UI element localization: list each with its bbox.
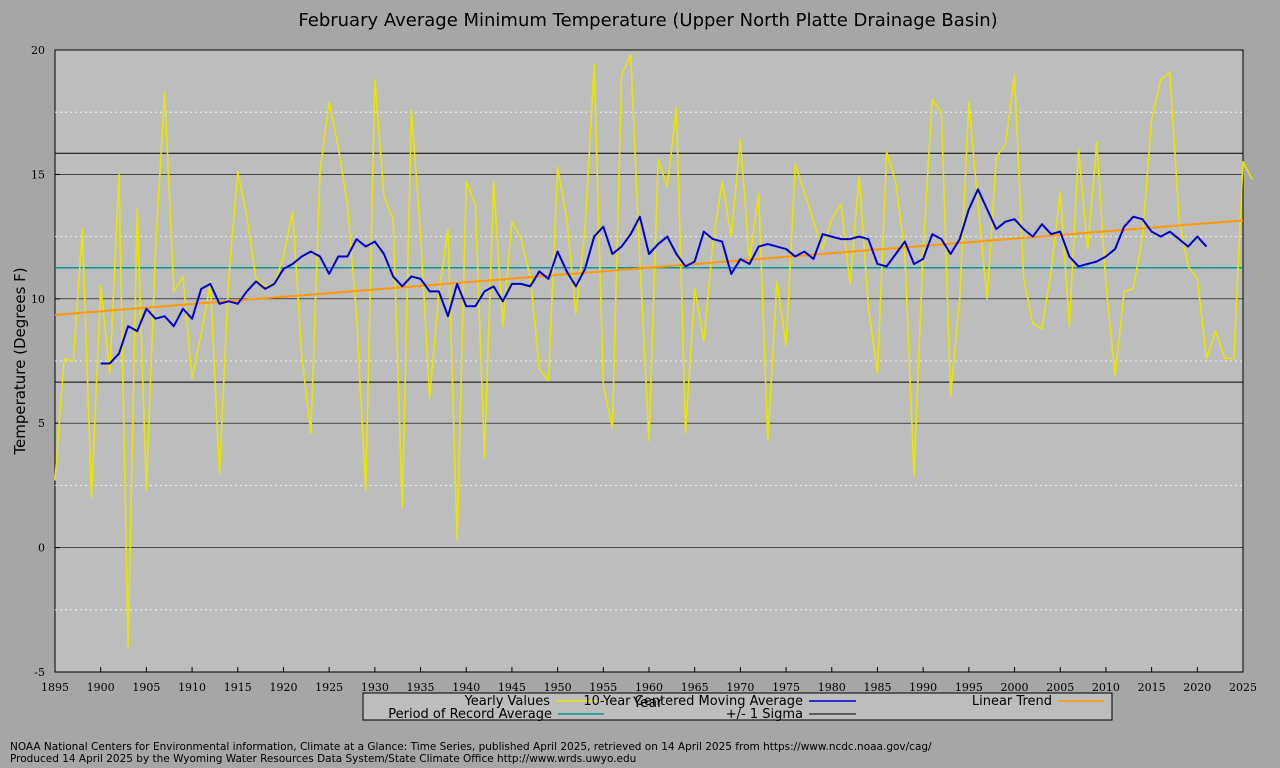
x-tick-label: 1995 — [955, 681, 983, 694]
credits-source: NOAA National Centers for Environmental … — [10, 741, 932, 753]
legend-box — [362, 692, 1113, 721]
x-tick-label: 2020 — [1183, 681, 1211, 694]
y-tick-label: 0 — [38, 542, 45, 555]
x-tick-label: 2010 — [1092, 681, 1120, 694]
y-tick-label: -5 — [34, 666, 45, 679]
x-tick-label: 1985 — [863, 681, 891, 694]
x-tick-label: 1955 — [589, 681, 617, 694]
axis-ticks: -5 0 5 10 15 20 1895 1900 1905 1910 1915 1920 1925 19… — [31, 44, 1257, 694]
chart-title: February Average Minimum Temperature (Up… — [298, 10, 997, 31]
y-axis-label: Temperature (Degrees F) — [11, 267, 29, 455]
credits-producer: Produced 14 April 2025 by the Wyoming Wa… — [10, 753, 637, 765]
x-tick-label: 2005 — [1046, 681, 1074, 694]
legend-label-moving-average: 10-Year Centered Moving Average — [583, 694, 803, 709]
series-layer — [54, 54, 1253, 648]
x-tick-label: 1920 — [269, 681, 297, 694]
x-tick-label: 1970 — [726, 681, 754, 694]
x-tick-label: 1990 — [909, 681, 937, 694]
x-tick-label: 1935 — [407, 681, 435, 694]
plot-area — [54, 49, 1244, 673]
x-tick-label: 1950 — [544, 681, 572, 694]
legend: Yearly Values 10-Year Centered Moving Av… — [362, 692, 1113, 722]
x-tick-label: 1965 — [681, 681, 709, 694]
y-tick-label: 10 — [31, 293, 45, 306]
moving-average-line — [100, 188, 1208, 365]
x-tick-label: 1980 — [818, 681, 846, 694]
legend-label-yearly: Yearly Values — [464, 694, 551, 709]
credits: NOAA National Centers for Environmental … — [10, 741, 932, 765]
y-tick-label: 5 — [38, 417, 45, 430]
linear-trend-line — [54, 219, 1244, 316]
x-tick-label: 1930 — [361, 681, 389, 694]
x-tick-label: 1900 — [87, 681, 115, 694]
x-tick-label: 2000 — [1001, 681, 1029, 694]
x-tick-label: 1905 — [132, 681, 160, 694]
legend-label-trend: Linear Trend — [972, 694, 1052, 709]
x-tick-label: 1975 — [772, 681, 800, 694]
x-tick-label: 1895 — [41, 681, 69, 694]
x-tick-label: 1910 — [178, 681, 206, 694]
legend-label-sigma: +/- 1 Sigma — [726, 707, 803, 722]
yearly-values-line — [54, 54, 1253, 648]
x-tick-label: 1945 — [498, 681, 526, 694]
y-tick-label: 15 — [31, 168, 45, 181]
x-tick-label: 1915 — [224, 681, 252, 694]
x-axis-label: Year — [632, 695, 663, 711]
x-tick-label: 1960 — [635, 681, 663, 694]
legend-label-por-average: Period of Record Average — [388, 707, 552, 722]
y-tick-label: 20 — [31, 44, 45, 57]
x-tick-label: 1925 — [315, 681, 343, 694]
x-tick-label: 2015 — [1138, 681, 1166, 694]
x-tick-label: 2025 — [1229, 681, 1257, 694]
x-tick-label: 1940 — [452, 681, 480, 694]
